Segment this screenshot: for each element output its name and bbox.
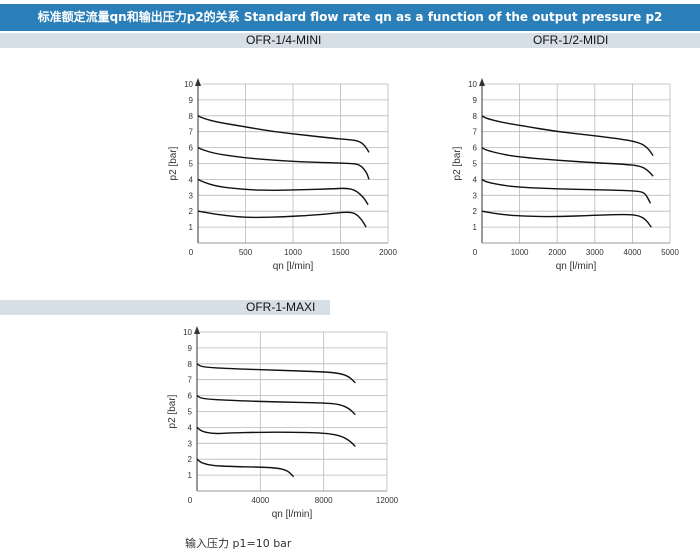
chart-midi-y-tick-label: 9 [473,96,478,105]
chart-title-midi: OFR-1/2-MIDI [533,33,609,47]
chart-maxi-y-tick-label: 6 [188,392,193,401]
chart-midi-y-tick-label: 10 [468,80,477,89]
chart-maxi-y-tick-label: 3 [188,439,193,448]
chart-mini-series-1-line [197,115,370,153]
chart-mini-y-tick-label: 8 [189,112,194,121]
chart-midi-y-tick-label: 4 [473,175,478,184]
chart-mini-series-3-line [197,178,369,206]
chart-mini-series-4-line [197,210,367,228]
chart-mini-y-tick-label: 10 [184,80,193,89]
chart-maxi-y-tick-label: 7 [188,376,193,385]
chart-mini-x-tick-label: 2000 [379,248,397,257]
chart-maxi-y-tick-label: 2 [188,455,193,464]
chart-mini-y-tick-label: 1 [189,223,194,232]
chart-mini-x-tick-label: 0 [189,248,194,257]
chart-mini-y-tick-label: 9 [189,96,194,105]
chart-midi-y-tick-label: 7 [473,128,478,137]
chart-mini-y-tick-label: 3 [189,191,194,200]
chart-mini-x-tick-label: 1000 [284,248,302,257]
chart-midi-x-tick-label: 1000 [511,248,529,257]
chart-maxi-y-axis-arrow [194,326,200,334]
chart-mini-x-tick-label: 1500 [332,248,350,257]
chart-maxi-series-3-line [196,426,356,447]
chart-maxi-y-tick-label: 4 [188,423,193,432]
chart-midi-x-tick-label: 0 [473,248,478,257]
chart-maxi-y-tick-label: 5 [188,408,193,417]
chart-midi-x-axis-label: qn [l/min] [556,261,597,272]
chart-midi-y-tick-label: 3 [473,191,478,200]
chart-midi-y-axis-label: p2 [bar] [452,146,463,180]
chart-mini-y-tick-label: 7 [189,128,194,137]
chart-mini-x-axis-label: qn [l/min] [273,261,314,272]
chart-midi-x-tick-label: 5000 [661,248,679,257]
chart-midi-y-tick-label: 8 [473,112,478,121]
chart-mini-y-axis-label: p2 [bar] [168,146,179,180]
chart-maxi-y-tick-label: 8 [188,360,193,369]
chart-midi-series-2-line [481,147,654,177]
chart-maxi-x-tick-label: 0 [188,496,193,505]
chart-title-mini: OFR-1/4-MINI [246,33,322,47]
chart-maxi-x-axis-label: qn [l/min] [272,509,313,520]
chart-maxi-y-axis-label: p2 [bar] [167,394,178,428]
chart-mini-series-2-line [197,146,370,180]
chart-midi-y-tick-label: 6 [473,144,478,153]
chart-title-band-row1: OFR-1/4-MINI OFR-1/2-MIDI [0,33,700,48]
chart-maxi-x-tick-label: 8000 [315,496,333,505]
chart-mini-y-tick-label: 6 [189,144,194,153]
chart-maxi-series-2-line [196,395,356,416]
chart-maxi-x-tick-label: 12000 [376,496,399,505]
chart-midi-series-1-line [481,115,654,157]
chart-midi-x-tick-label: 4000 [624,248,642,257]
chart-title-maxi: OFR-1-MAXI [246,300,316,314]
chart-maxi-y-tick-label: 1 [188,471,193,480]
chart-midi-y-tick-label: 5 [473,160,478,169]
chart-midi-x-tick-label: 2000 [548,248,566,257]
chart-maxi-series-1-line [196,363,356,384]
chart-maxi-series-4-line [196,458,295,478]
chart-mini-y-axis-arrow [195,78,201,86]
chart-mini-x-tick-label: 500 [239,248,253,257]
chart-midi-y-tick-label: 2 [473,207,478,216]
page-title: 标准额定流量qn和输出压力p2的关系 Standard flow rate qn… [0,4,700,31]
chart-mini-y-tick-label: 4 [189,175,194,184]
chart-maxi-y-tick-label: 10 [183,328,192,337]
chart-maxi-x-tick-label: 4000 [251,496,269,505]
chart-midi-series-4-line [481,210,652,228]
chart-mini-y-tick-label: 5 [189,160,194,169]
chart-midi-series-3-line [481,178,652,204]
chart-midi-y-tick-label: 1 [473,223,478,232]
chart-title-band-row2: OFR-1-MAXI [0,300,330,315]
chart-mini-y-tick-label: 2 [189,207,194,216]
chart-maxi-y-tick-label: 9 [188,344,193,353]
chart-midi-y-axis-arrow [479,78,485,86]
chart-midi-x-tick-label: 3000 [586,248,604,257]
footnote-input-pressure: 输入压力 p1=10 bar [185,537,292,550]
